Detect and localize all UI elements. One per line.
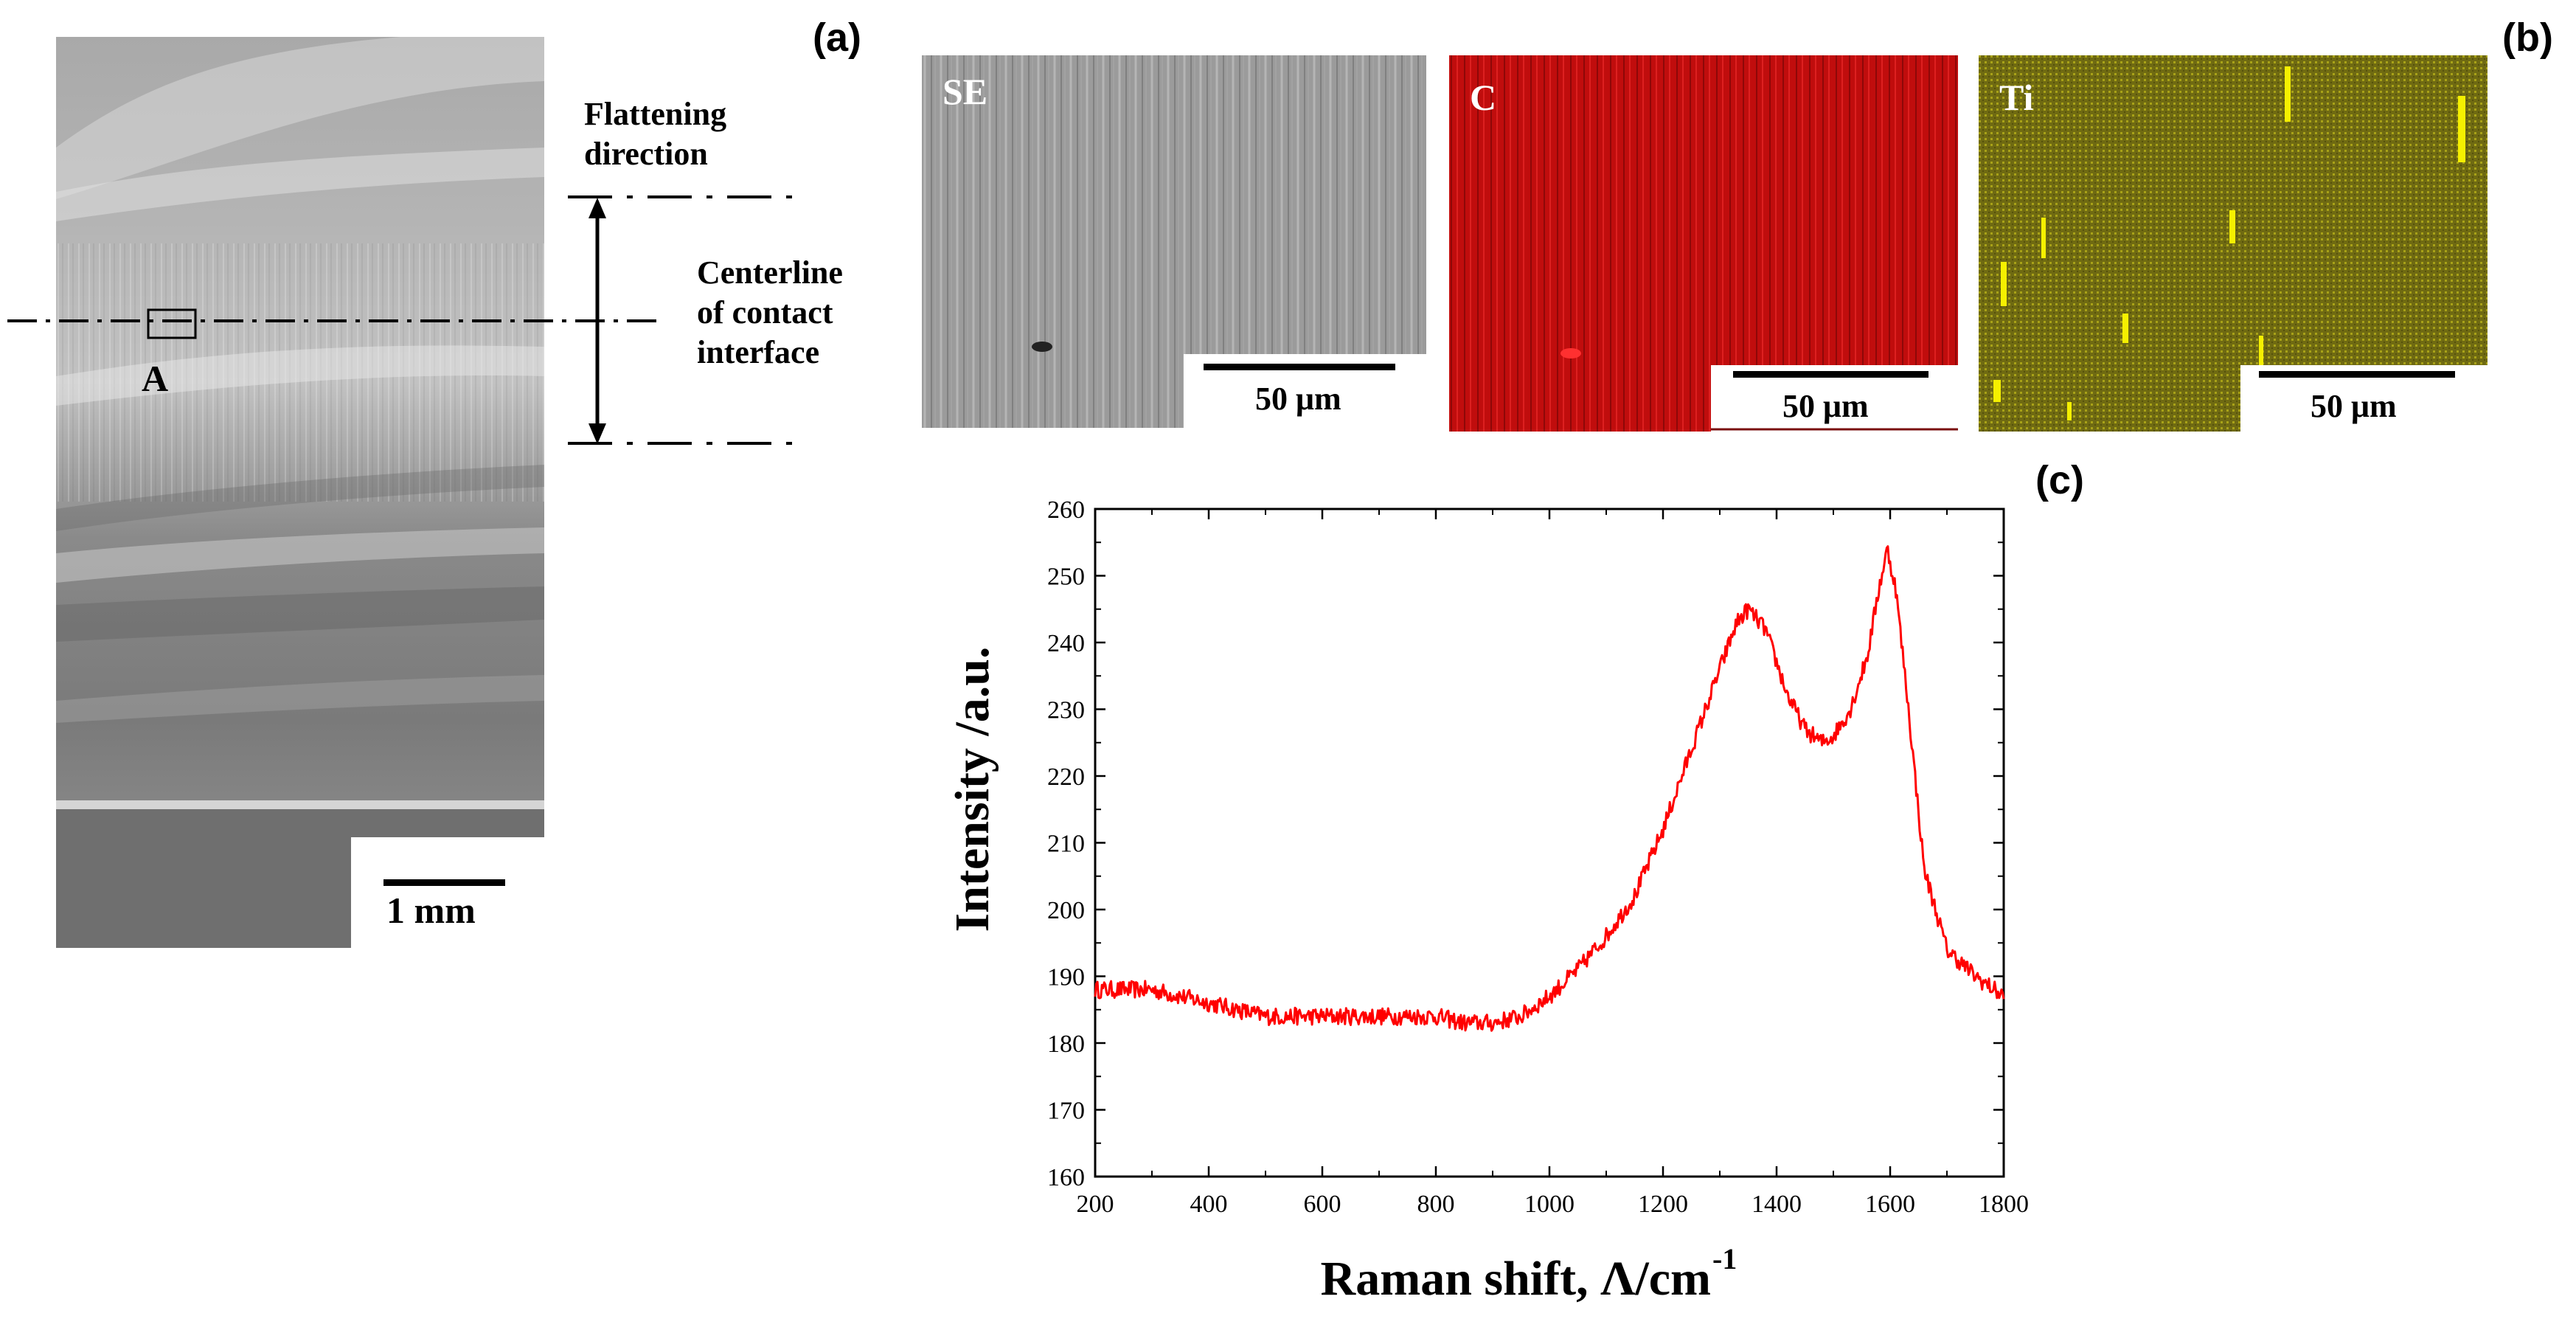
y-tick-label: 260 — [1047, 496, 1085, 524]
y-tick-label: 180 — [1047, 1031, 1085, 1058]
ti-map-image — [1979, 55, 2488, 432]
x-axis-label: Raman shift, Λ/cm — [1321, 1252, 1711, 1306]
panel-c-label: (c) — [2035, 458, 2084, 502]
flattening-top-line — [568, 195, 796, 198]
double-arrow-icon — [589, 198, 606, 444]
y-tick-label: 160 — [1047, 1164, 1085, 1191]
y-tick-label: 220 — [1047, 763, 1085, 791]
y-tick-label: 230 — [1047, 697, 1085, 724]
x-tick-label: 1600 — [1865, 1191, 1915, 1218]
map-scale-label: 50 μm — [1782, 388, 1869, 424]
x-axis-label-superscript: -1 — [1712, 1242, 1737, 1275]
x-tick-label: 1200 — [1638, 1191, 1688, 1218]
centerline-dash-dot — [7, 319, 656, 322]
scale-bar-1mm — [383, 879, 505, 886]
map-ti: Ti 50 μm — [1979, 55, 2488, 432]
map-channel-label: C — [1470, 77, 1497, 118]
x-tick-label: 1800 — [1979, 1191, 2029, 1218]
x-tick-label: 800 — [1417, 1191, 1455, 1218]
map-channel-label: Ti — [1999, 77, 2034, 118]
raman-spectrum-chart: 200 400 600 800 1000 1200 1400 1600 1800 160 170 18… — [945, 496, 2029, 1306]
sem-cross-section-image — [56, 37, 544, 948]
y-tick-label: 210 — [1047, 831, 1085, 858]
flattening-bottom-line — [568, 442, 796, 445]
centerline-label: Centerline of contact interface — [697, 254, 843, 370]
y-tick-label: 170 — [1047, 1098, 1085, 1125]
y-tick-label: 200 — [1047, 897, 1085, 924]
map-scale-label: 50 μm — [1255, 381, 1341, 417]
series-line-0 — [1094, 545, 2005, 1032]
panel-b-label: (b) — [2502, 15, 2553, 60]
y-axis-label: Intensity /a.u. — [945, 647, 999, 932]
c-map-image — [1449, 55, 1958, 432]
panel-a-label: (a) — [813, 15, 861, 60]
panel-a: Flattening direction Centerline of conta… — [0, 0, 861, 961]
flattening-label: Flattening direction — [584, 96, 727, 172]
map-scale-label: 50 μm — [2311, 388, 2397, 424]
x-tick-label: 400 — [1190, 1191, 1228, 1218]
x-tick-label: 200 — [1077, 1191, 1114, 1218]
map-se: SE 50 μm — [922, 55, 1426, 428]
x-tick-label: 1000 — [1524, 1191, 1575, 1218]
plot-area-frame — [1094, 508, 2005, 1178]
y-tick-label: 250 — [1047, 564, 1085, 591]
map-c: C 50 μm — [1449, 55, 1958, 432]
se-image — [922, 55, 1426, 428]
map-channel-label: SE — [942, 71, 988, 112]
scale-bar-label: 1 mm — [386, 890, 476, 931]
y-tick-label: 240 — [1047, 630, 1085, 657]
region-marker-a: A — [142, 358, 169, 399]
panel-b: SE 50 μm C 50 μm — [914, 0, 2576, 443]
x-tick-label: 600 — [1304, 1191, 1341, 1218]
x-tick-label: 1400 — [1752, 1191, 1802, 1218]
y-tick-label: 190 — [1047, 964, 1085, 991]
